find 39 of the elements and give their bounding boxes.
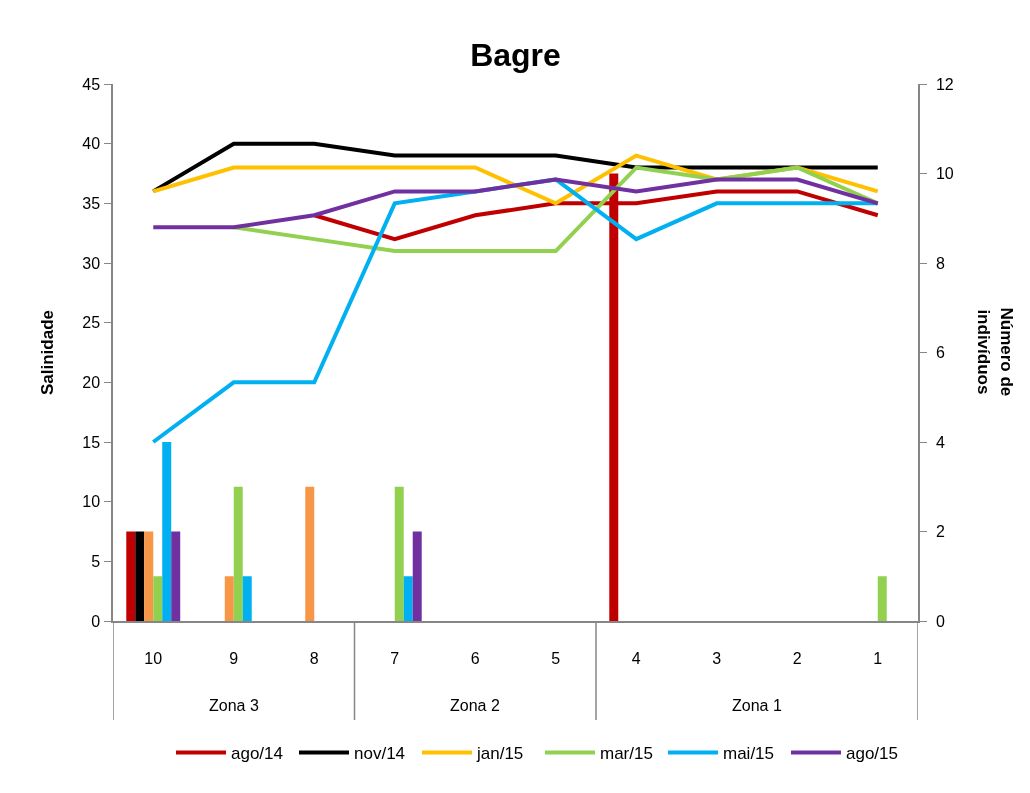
y-tick-label: 5 [91,552,101,570]
y-tick-label: 35 [82,194,101,212]
y2-tick-label: 12 [935,75,954,93]
legend-label: nov/14 [354,744,406,764]
x-tick-label: 8 [309,649,319,667]
x-tick-label: 9 [229,649,239,667]
legend-label: mai/15 [723,744,775,764]
y-tick-label: 45 [82,75,101,93]
y-axis-title: Salinidade [38,309,58,396]
x-tick-label: 7 [390,649,400,667]
y-tick-label: 15 [82,433,101,451]
legend-label: mar/15 [600,744,653,764]
x-tick-label: 1 [873,649,883,667]
legend-label: ago/15 [846,744,898,764]
text: Zona 2 [450,697,500,714]
y-tick-label: 20 [82,373,101,391]
y-tick-label: 0 [91,612,101,630]
x-tick-label: 6 [470,649,480,667]
y2-tick-label: 0 [935,612,945,630]
x-tick-label: 3 [712,649,722,667]
y-tick-label: 25 [82,314,101,332]
y-tick-label: 40 [82,135,101,153]
x-tick-label: 4 [631,649,641,667]
text: Zona 1 [732,697,782,714]
chart-title: Bagre [470,37,561,74]
y-tick-label: 10 [82,493,101,511]
y2-tick-label: 10 [935,165,954,183]
y-tick-label: 30 [82,254,101,272]
legend-label: jan/15 [476,744,524,764]
x-tick-label: 5 [551,649,561,667]
y2-tick-label: 8 [935,254,945,272]
y2-axis-title: Número de indivíduos [974,307,1016,397]
y2-tick-label: 6 [935,344,945,362]
text: Zona 3 [209,697,259,714]
y2-tick-label: 2 [935,523,945,541]
x-tick-label: 2 [792,649,802,667]
legend-label: ago/14 [231,744,283,764]
y2-tick-label: 4 [935,433,945,451]
x-tick-label: 10 [144,649,163,667]
